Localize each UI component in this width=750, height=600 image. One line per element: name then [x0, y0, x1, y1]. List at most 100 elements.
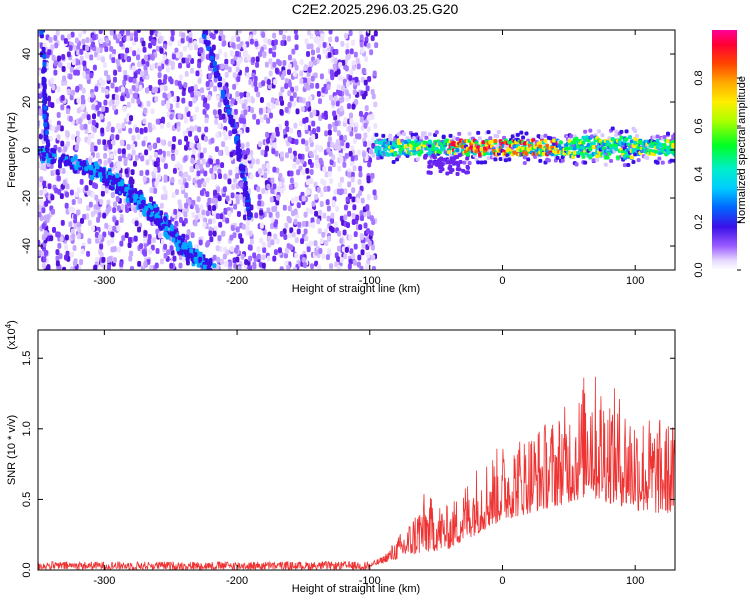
heatmap-cell	[334, 120, 339, 127]
heatmap-trace-cell	[57, 163, 62, 169]
heatmap-trace-cell	[245, 202, 250, 208]
heatmap-cell	[349, 160, 354, 167]
heatmap-cell	[38, 82, 41, 89]
heatmap-cell	[351, 103, 356, 110]
heatmap-cell	[237, 30, 242, 34]
heatmap-cell	[48, 36, 53, 43]
heatmap-cell	[296, 158, 301, 165]
heatmap-cell	[267, 241, 272, 248]
heatmap-trace-cell	[50, 147, 55, 153]
heatmap-cell	[254, 40, 259, 47]
heatmap-band-cell	[614, 143, 619, 148]
heatmap-cell	[251, 56, 256, 63]
heatmap-trace-cell	[90, 175, 95, 181]
heatmap-cell	[241, 223, 246, 230]
heatmap-cell	[347, 263, 352, 270]
heatmap-cell	[149, 264, 154, 270]
heatmap-cell	[259, 237, 264, 244]
heatmap-cell	[309, 168, 314, 175]
heatmap-cell	[76, 49, 81, 56]
heatmap-cell	[304, 235, 309, 242]
heatmap-cell	[166, 249, 171, 256]
heatmap-cell	[88, 201, 93, 208]
heatmap-cell	[55, 30, 60, 37]
heatmap-cell	[287, 54, 292, 61]
heatmap-cell	[38, 249, 42, 256]
heatmap-cell	[183, 82, 188, 89]
heatmap-cell	[202, 147, 207, 154]
heatmap-cell	[309, 208, 314, 215]
heatmap-trace-cell	[248, 212, 253, 218]
snr-y-ticks: 0.00.51.01.5	[21, 351, 675, 578]
heatmap-band-cell	[672, 152, 675, 157]
heatmap-cell	[110, 82, 115, 89]
heatmap-cell	[44, 200, 49, 207]
heatmap-cell	[308, 95, 313, 102]
heatmap-cell	[295, 108, 300, 115]
heatmap-cell	[354, 76, 359, 83]
heatmap-cell	[322, 166, 327, 173]
heatmap-trace-cell	[188, 243, 193, 249]
heatmap-cell	[292, 150, 297, 157]
heatmap-cell	[74, 37, 79, 44]
heatmap-cell	[130, 97, 135, 104]
heatmap-cell	[256, 253, 261, 260]
heatmap-cell	[207, 94, 212, 101]
heatmap-trace-cell	[203, 273, 207, 278]
heatmap-cell	[99, 243, 104, 250]
heatmap-cell	[97, 212, 102, 219]
heatmap-band-cell	[564, 146, 569, 151]
heatmap-cell	[368, 148, 373, 155]
heatmap-cell	[116, 246, 121, 253]
heatmap-cell	[252, 261, 257, 268]
heatmap-band-cell	[626, 163, 631, 168]
heatmap-cell	[278, 30, 283, 36]
heatmap-cell	[133, 31, 138, 38]
spectrogram-y-tick-label: 20	[21, 96, 33, 108]
heatmap-band-cell	[465, 164, 470, 169]
heatmap-band-cell	[412, 151, 417, 156]
heatmap-cell	[198, 239, 203, 246]
heatmap-trace-cell	[244, 190, 249, 196]
heatmap-cell	[314, 159, 319, 166]
heatmap-cell	[349, 69, 354, 76]
heatmap-cell	[123, 74, 128, 81]
heatmap-cell	[279, 151, 284, 158]
heatmap-cell	[56, 231, 61, 238]
heatmap-cell	[326, 205, 331, 212]
heatmap-cell	[361, 67, 366, 74]
heatmap-band-cell	[453, 155, 458, 160]
heatmap-trace-cell	[46, 158, 51, 164]
heatmap-cell	[153, 161, 158, 168]
heatmap-cell	[327, 136, 332, 143]
heatmap-cell	[348, 150, 353, 157]
heatmap-cell	[372, 189, 377, 196]
heatmap-cell	[150, 63, 155, 70]
heatmap-cell	[280, 187, 285, 194]
heatmap-band-cell	[412, 136, 417, 141]
heatmap-cell	[73, 69, 78, 76]
heatmap-cell	[239, 181, 244, 188]
heatmap-cell	[313, 240, 318, 247]
heatmap-cell	[71, 198, 76, 205]
heatmap-cell	[68, 115, 73, 122]
heatmap-cell	[213, 189, 218, 196]
heatmap-cell	[121, 122, 126, 129]
heatmap-cell	[241, 103, 246, 110]
heatmap-cell	[219, 213, 224, 220]
heatmap-cell	[217, 122, 222, 129]
heatmap-cell	[161, 100, 166, 107]
heatmap-cell	[294, 85, 299, 92]
heatmap-cell	[202, 221, 207, 228]
heatmap-cell	[43, 230, 48, 237]
heatmap-cell	[145, 159, 150, 166]
heatmap-cell	[370, 136, 375, 143]
heatmap-cell	[324, 228, 329, 235]
heatmap-cell	[284, 78, 289, 85]
heatmap-cell	[341, 145, 346, 152]
heatmap-cell	[313, 149, 318, 156]
heatmap-cell	[90, 142, 95, 149]
heatmap-cell	[212, 109, 217, 116]
heatmap-cell	[70, 228, 75, 235]
heatmap-cell	[115, 134, 120, 141]
